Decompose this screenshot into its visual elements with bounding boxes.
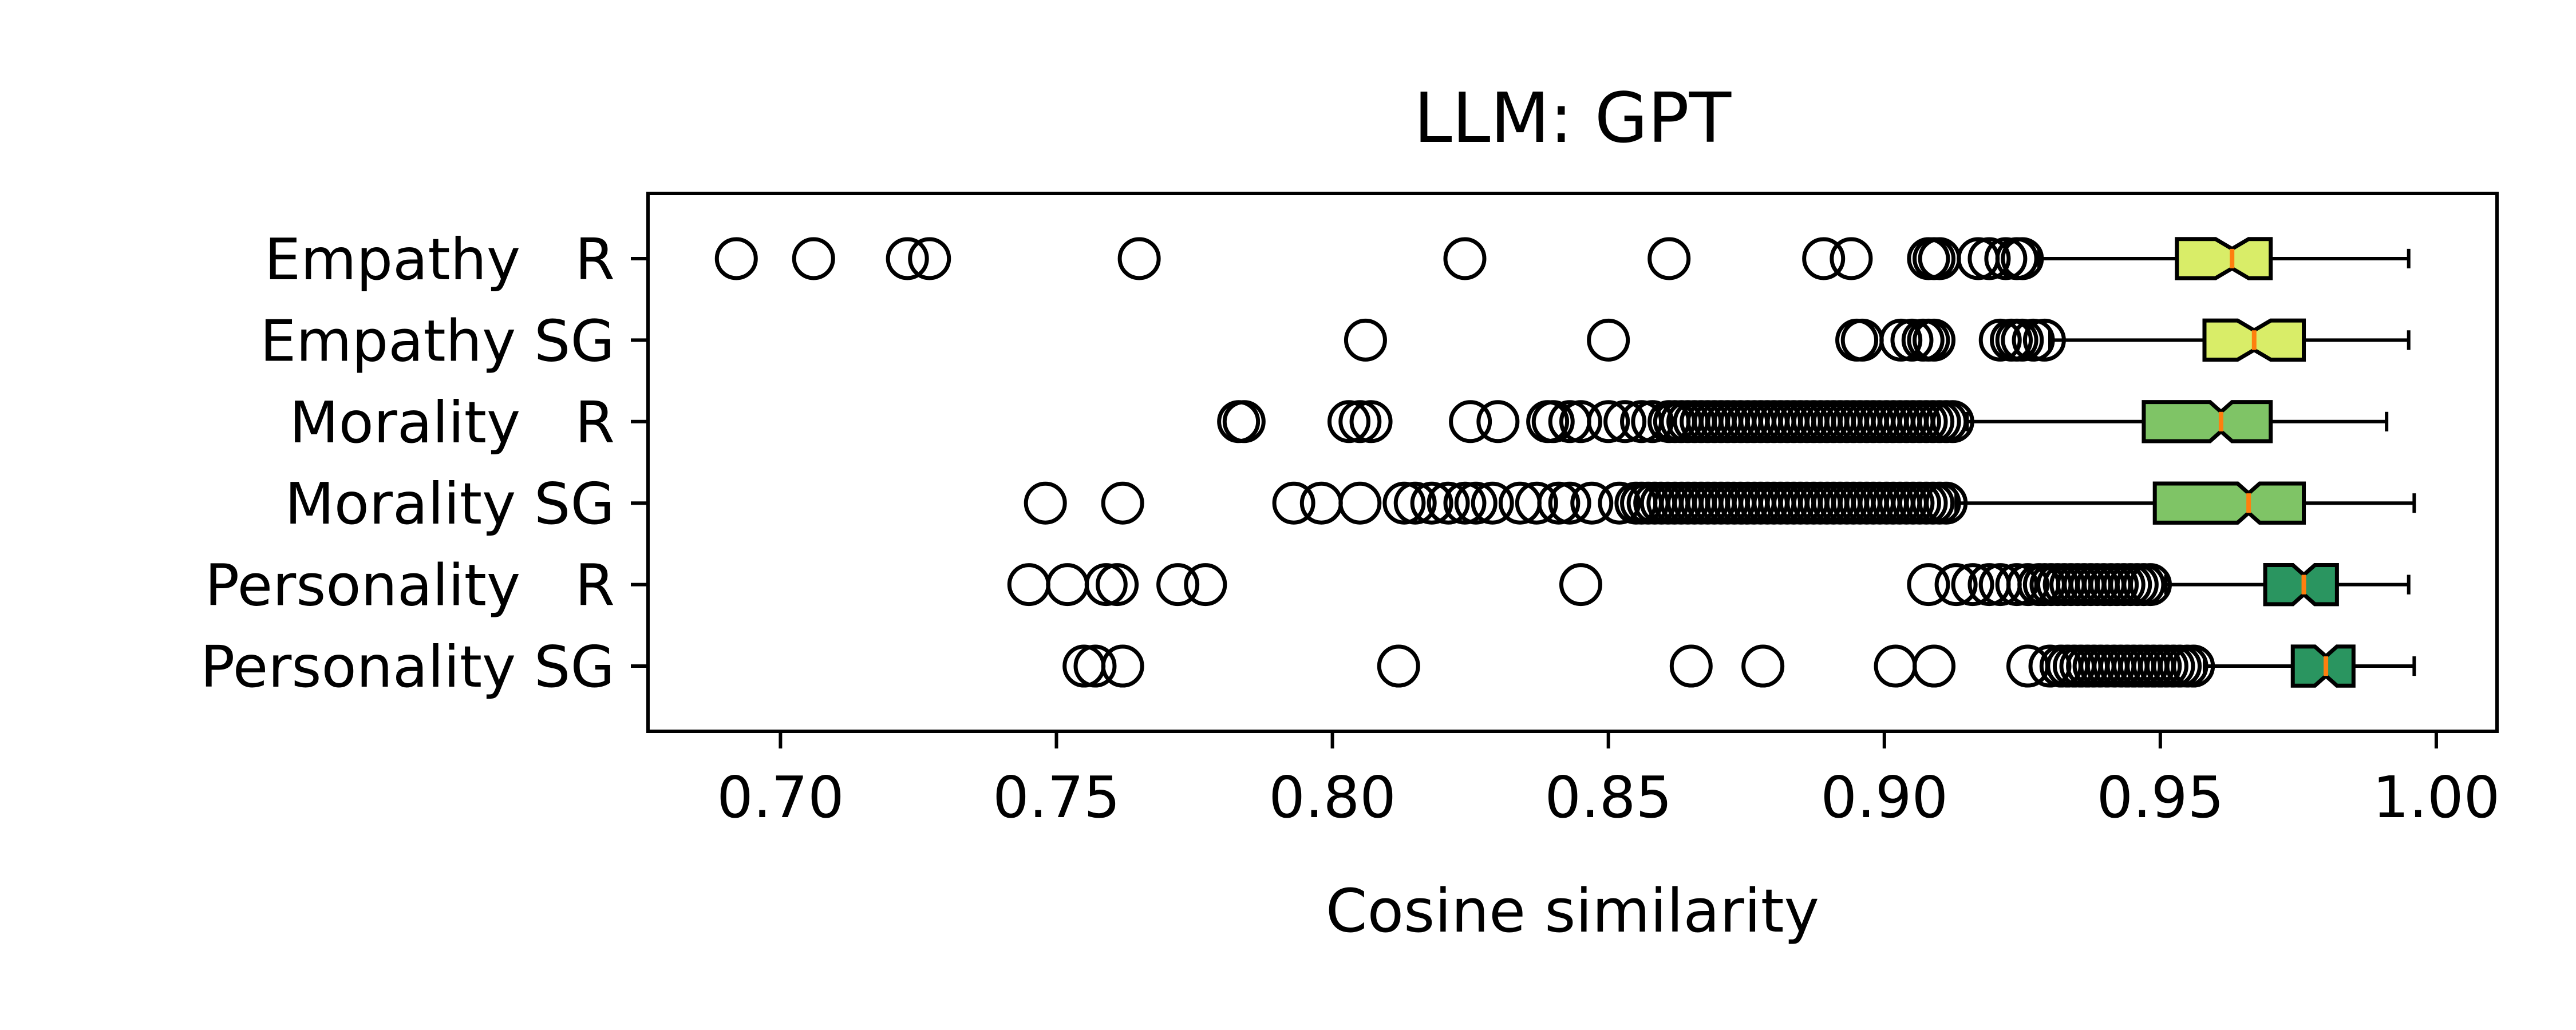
box-body (2175, 237, 2273, 280)
plot-area (646, 192, 2499, 733)
box-body (2152, 481, 2306, 525)
outlier-point (1879, 318, 1923, 362)
outlier-point (2001, 318, 2044, 362)
plot-frame (646, 192, 2499, 733)
outlier-point (1156, 563, 1200, 607)
box-group (1007, 562, 2411, 607)
outlier-point (1647, 237, 1691, 280)
outlier-point (1272, 481, 1315, 525)
outlier-point (2006, 563, 2049, 607)
outlier-point (1951, 563, 1994, 607)
outlier-point (1830, 237, 1873, 280)
x-tick-label: 0.80 (1269, 764, 1396, 831)
outlier-point (1096, 563, 1139, 607)
outlier-point (1913, 318, 1956, 362)
outlier-point (1603, 400, 1647, 443)
outlier-point (1382, 481, 1426, 525)
box-group (1217, 400, 2389, 443)
outlier-point (1338, 400, 1382, 443)
outlier-point (1934, 563, 1978, 607)
outlier-point (1907, 563, 1950, 607)
y-tick-label: Morality SG (285, 470, 615, 537)
outlier-point (1559, 400, 1602, 443)
outlier-point (792, 237, 835, 280)
outlier-point (1587, 400, 1630, 443)
y-axis: Empathy R Empathy SG Morality R Morality SG… (200, 226, 648, 700)
outlier-point (1084, 563, 1128, 607)
outlier-point (1101, 481, 1144, 525)
outlier-point (1101, 644, 1144, 688)
outlier-point (1598, 481, 1641, 525)
outlier-point (1984, 237, 2028, 280)
outlier-point (1377, 644, 1420, 688)
outlier-point (1338, 481, 1382, 525)
x-tick-label: 0.95 (2097, 764, 2225, 831)
outlier-point (1073, 644, 1117, 688)
outlier-point (1007, 563, 1050, 607)
outlier-point (1393, 481, 1437, 525)
outlier-point (1570, 481, 1614, 525)
outlier-point (1046, 563, 1089, 607)
outlier-point (1454, 481, 1498, 525)
outlier-point (1299, 481, 1343, 525)
outlier-point (1802, 237, 1846, 280)
outlier-point (1449, 400, 1492, 443)
outlier-point (1741, 644, 1785, 688)
outlier-point (1587, 318, 1630, 362)
outlier-point (1476, 400, 1520, 443)
outlier-point (1967, 237, 2011, 280)
x-tick-label: 0.90 (1820, 764, 1948, 831)
outlier-point (886, 237, 929, 280)
outlier-point (1631, 400, 1674, 443)
outlier-point (1327, 400, 1371, 443)
x-tick-label: 0.70 (717, 764, 844, 831)
box-body (2290, 644, 2356, 688)
outlier-point (1344, 318, 1387, 362)
y-tick-label: Personality R (205, 552, 615, 619)
outlier-point (1443, 237, 1487, 280)
box-group (1344, 318, 2411, 362)
box-group (714, 237, 2411, 280)
box-group (1024, 481, 2416, 525)
x-axis: 0.70 0.75 0.80 0.85 0.90 0.95 1.00 (717, 731, 2500, 831)
outlier-point (1117, 237, 1161, 280)
outlier-point (1471, 481, 1514, 525)
y-tick-label: Empathy SG (260, 307, 615, 374)
outlier-point (1874, 644, 1917, 688)
box-body (2142, 400, 2273, 443)
outlier-point (1559, 563, 1602, 607)
box-group (1062, 644, 2416, 688)
outlier-point (1890, 318, 1934, 362)
y-tick-label: Morality R (289, 389, 615, 456)
outlier-point (1978, 318, 2022, 362)
x-tick-label: 1.00 (2373, 764, 2500, 831)
outlier-point (1531, 400, 1575, 443)
outlier-point (1537, 481, 1581, 525)
outlier-point (908, 237, 951, 280)
outlier-point (1427, 481, 1470, 525)
chart-title: LLM: GPT (1414, 79, 1732, 159)
outlier-point (1410, 481, 1453, 525)
y-tick-label: Personality SG (200, 633, 615, 700)
outlier-point (1222, 400, 1266, 443)
outlier-point (1184, 563, 1227, 607)
y-tick-label: Empathy R (264, 226, 615, 293)
outlier-point (1669, 644, 1713, 688)
outlier-point (1515, 481, 1558, 525)
outlier-point (1024, 481, 1067, 525)
outlier-point (714, 237, 758, 280)
x-tick-label: 0.75 (993, 764, 1120, 831)
box-body (2263, 562, 2339, 607)
x-tick-label: 0.85 (1544, 764, 1672, 831)
outlier-point (1913, 644, 1956, 688)
outlier-point (1349, 400, 1393, 443)
outlier-point (1548, 481, 1591, 525)
outlier-point (1443, 481, 1487, 525)
x-axis-label: Cosine similarity (1326, 876, 1819, 946)
